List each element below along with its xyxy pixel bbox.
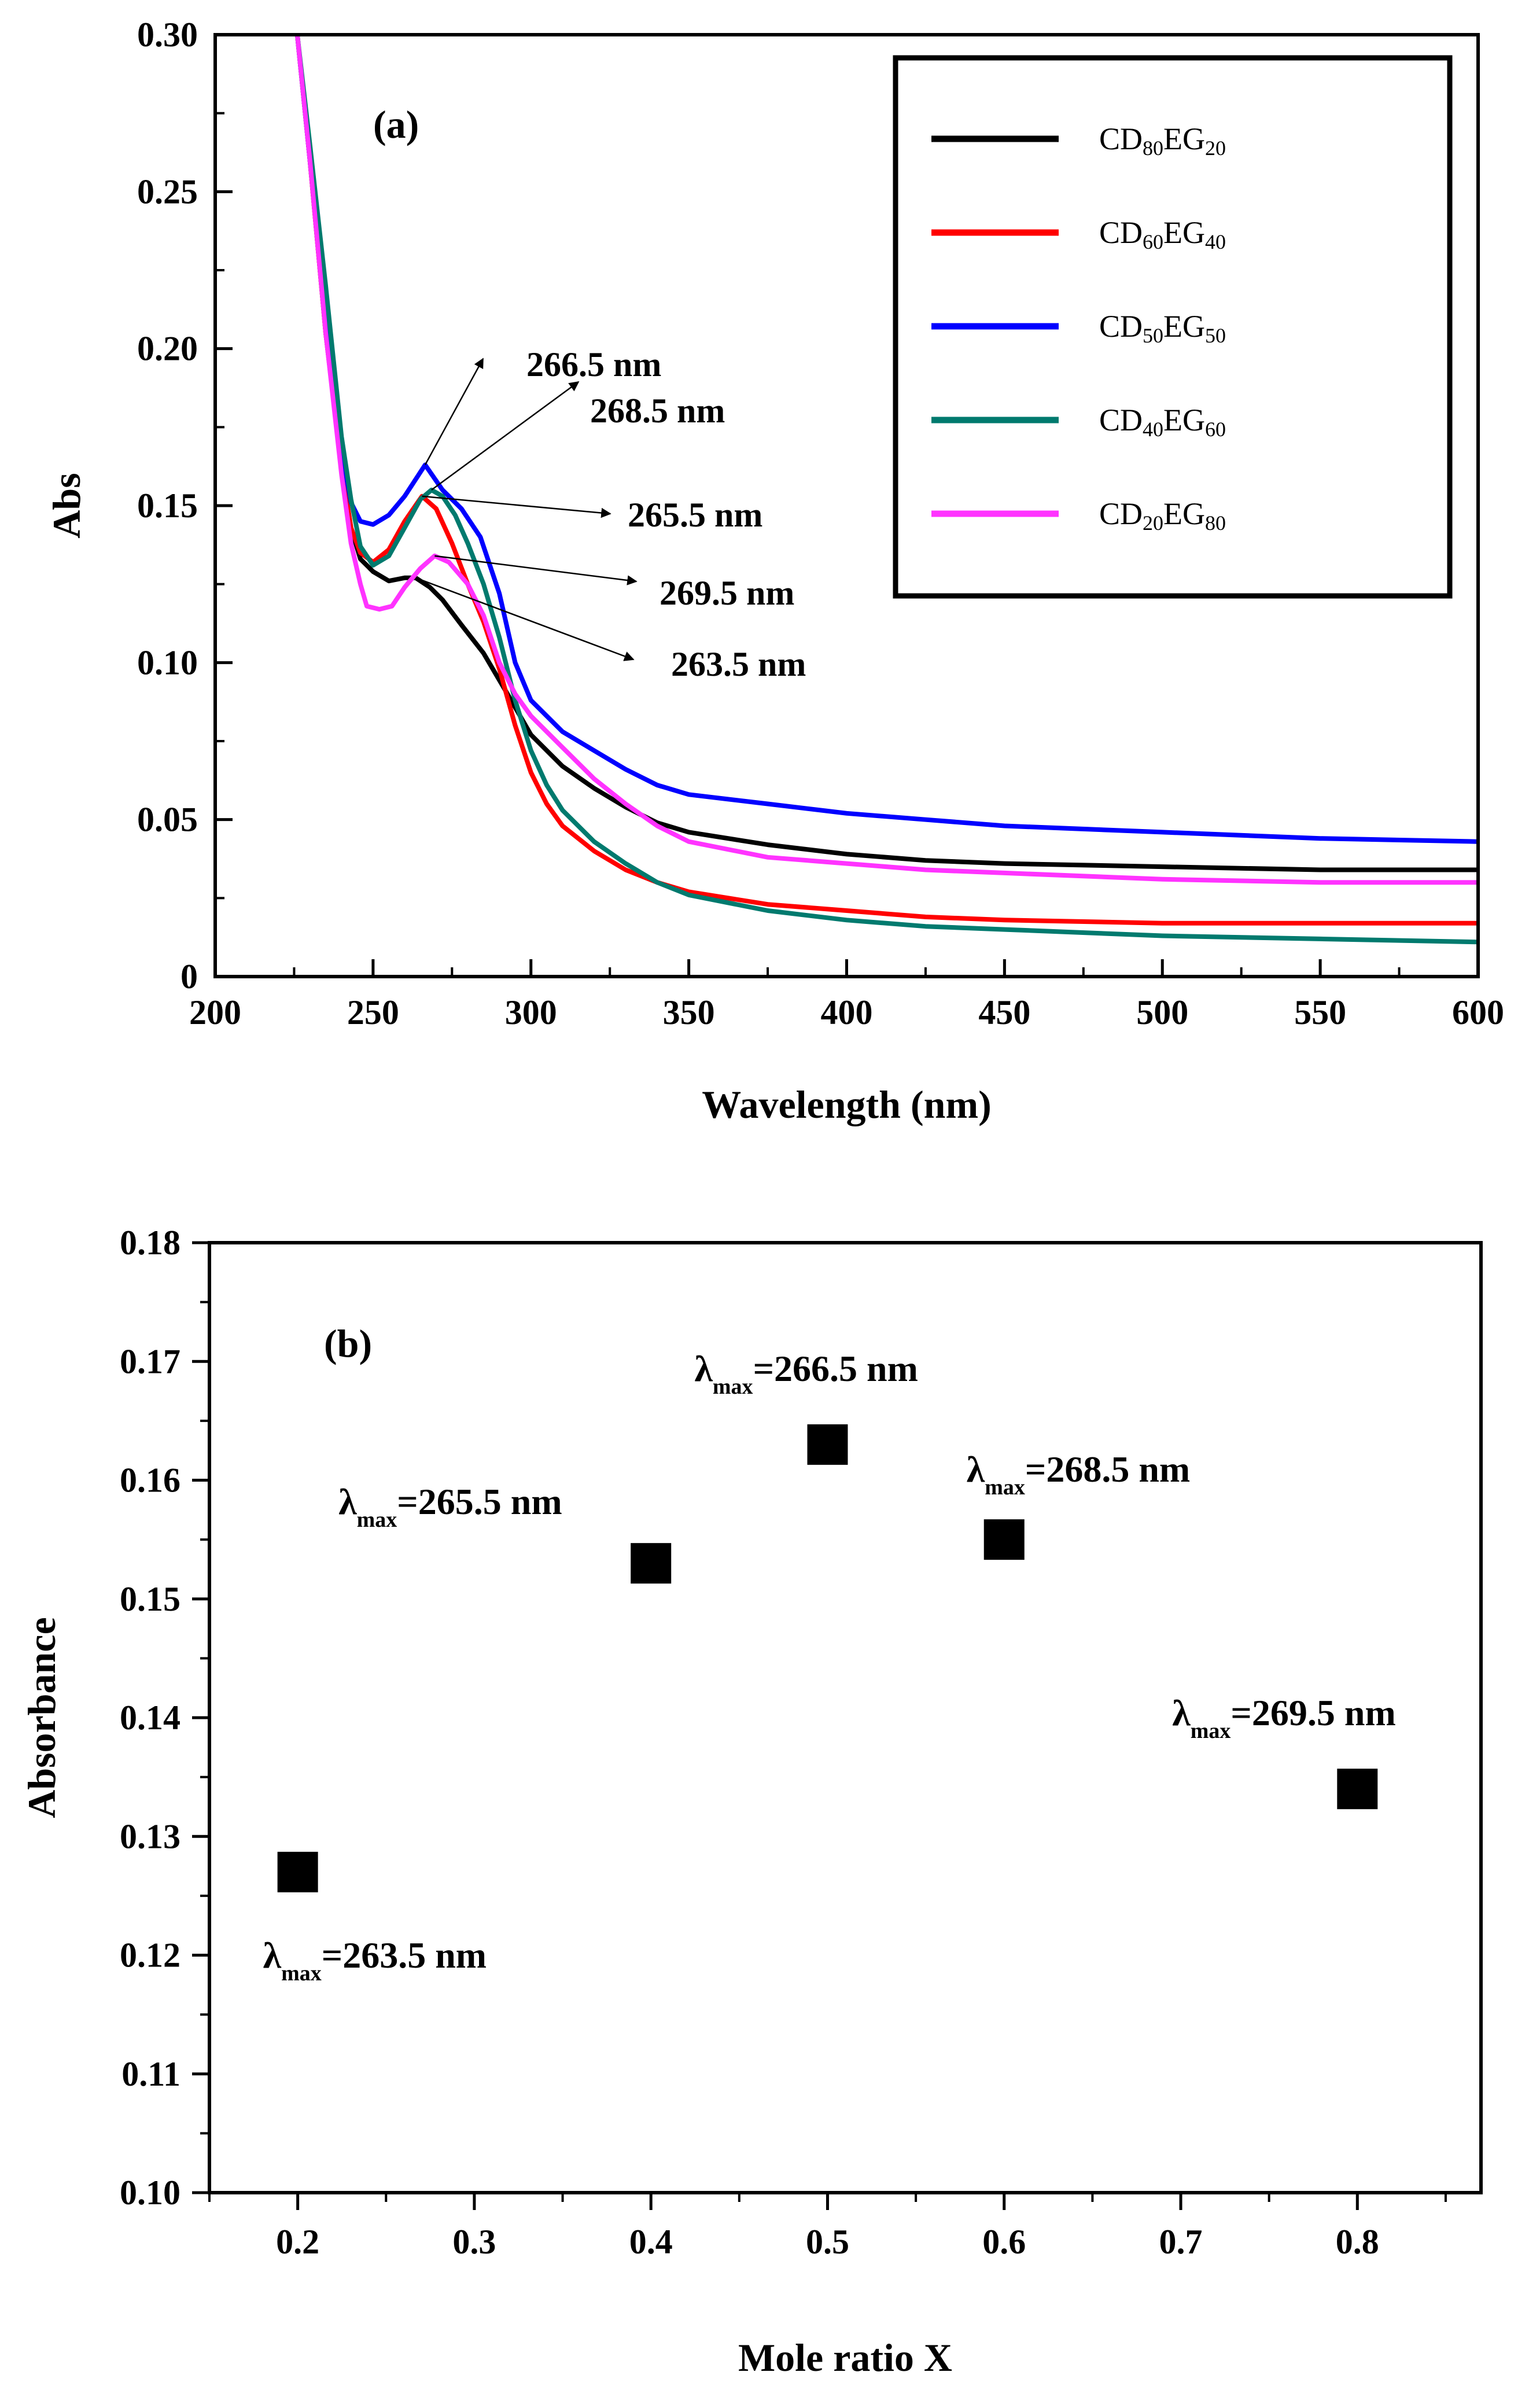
annotation-arrow [422,495,611,518]
panel-a-uv-spectra: 266.5 nm 268.5 nm 265.5 nm 269.5 nm 263.5 nm… [45,16,1504,1126]
annotation-arrow [431,381,580,491]
x-tick-label: 450 [978,993,1030,1032]
lambda-max-label: λmax=263.5 nm [263,1935,487,1986]
data-point-marker [631,1543,672,1584]
lambda-max-label: λmax=269.5 nm [1172,1692,1395,1743]
y-tick-label: 0.15 [120,1580,180,1618]
annotation-label: 265.5 nm [628,496,762,534]
data-point-marker [983,1519,1025,1560]
y-tick-label: 0.10 [137,643,198,682]
panel-b-data-points: λmax=263.5 nm λmax=265.5 nm λmax=266.5 nm λ… [263,1348,1396,1986]
x-tick-label: 550 [1294,993,1346,1032]
panel-a-label: (a) [373,102,419,146]
y-tick-label: 0.25 [137,172,198,211]
y-tick-label: 0.18 [120,1224,180,1262]
lambda-max-label: λmax=268.5 nm [967,1449,1190,1500]
series-line-cd20eg80 [294,35,1478,885]
x-tick-label: 0.6 [982,2223,1026,2261]
data-point-marker [807,1424,848,1465]
panel-b-y-axis-title: Absorbance [20,1617,64,1818]
annotation-label: 269.5 nm [660,574,794,612]
panel-a-annotation-arrows: 266.5 nm 268.5 nm 265.5 nm 269.5 nm 263.5 nm [415,345,806,683]
y-tick-label: 0.20 [137,330,198,368]
x-tick-label: 250 [347,993,399,1032]
x-tick-label: 400 [821,993,873,1032]
x-tick-label: 0.2 [276,2223,319,2261]
x-tick-label: 500 [1136,993,1188,1032]
panel-a-x-axis-title: Wavelength (nm) [702,1082,992,1126]
panel-b-scatter: 0.2 0.3 0.4 0.5 0.6 0.7 0.8 0.10 0.11 0.12 0.13 0.1… [20,1224,1483,2380]
legend-label: CD80EG20 [1099,121,1226,160]
legend-label: CD50EG50 [1099,309,1226,347]
x-tick-label: 0.5 [806,2223,849,2261]
y-tick-label: 0.16 [120,1461,180,1500]
y-tick-label: 0 [180,957,198,996]
x-tick-label: 0.7 [1159,2223,1203,2261]
annotation-label: 266.5 nm [526,345,661,384]
panel-b-ticks: 0.2 0.3 0.4 0.5 0.6 0.7 0.8 0.10 0.11 0.12 0.13 0.1… [120,1224,1447,2261]
x-tick-label: 0.3 [452,2223,496,2261]
legend-label: CD60EG40 [1099,215,1226,253]
panel-b-x-axis-title: Mole ratio X [738,2336,952,2380]
panel-a-y-axis-title: Abs [45,473,89,538]
annotation-arrow [434,555,638,585]
annotation-label: 268.5 nm [590,392,725,430]
y-tick-label: 0.13 [120,1817,180,1855]
legend-label: CD20EG80 [1099,496,1226,535]
y-tick-label: 0.05 [137,801,198,839]
annotation-label: 263.5 nm [671,645,806,683]
data-point-marker [1337,1769,1378,1810]
y-tick-label: 0.14 [120,1699,180,1737]
x-tick-label: 600 [1452,993,1504,1032]
y-tick-label: 0.30 [137,16,198,54]
x-tick-label: 350 [663,993,715,1032]
series-line-cd40eg60 [294,35,1478,945]
panel-b-label: (b) [324,1321,372,1365]
y-tick-label: 0.12 [120,1936,180,1975]
legend-label: CD40EG60 [1099,403,1226,441]
x-tick-label: 0.4 [629,2223,673,2261]
lambda-max-label: λmax=266.5 nm [694,1348,918,1399]
x-tick-label: 0.8 [1336,2223,1379,2261]
lambda-max-label: λmax=265.5 nm [338,1481,562,1532]
panel-a-legend: CD80EG20 CD60EG40 CD50EG50 CD40EG60 CD20EG80 [893,55,1453,599]
x-tick-label: 300 [505,993,557,1032]
annotation-arrow [424,358,484,466]
panel-a-ticks: 200 250 300 350 400 450 500 550 600 0 0.05 0.10 0.15… [137,16,1504,1032]
annotation-arrow [415,577,635,661]
panel-a-series-lines [294,35,1478,945]
data-point-marker [277,1851,318,1892]
y-tick-label: 0.11 [121,2055,180,2093]
y-tick-label: 0.10 [120,2174,180,2212]
y-tick-label: 0.17 [120,1342,180,1380]
series-line-cd60eg40 [294,35,1478,926]
x-tick-label: 200 [189,993,241,1032]
y-tick-label: 0.15 [137,487,198,525]
